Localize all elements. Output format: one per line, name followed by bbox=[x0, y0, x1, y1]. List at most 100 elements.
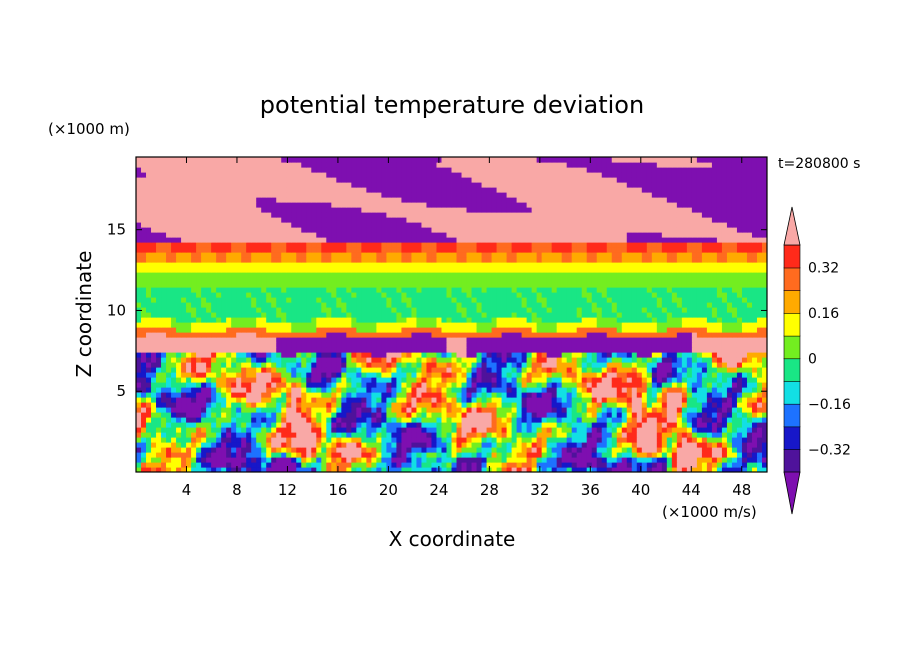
field-cell bbox=[551, 292, 558, 298]
field-cell bbox=[626, 437, 633, 443]
field-cell bbox=[406, 387, 413, 393]
field-cell bbox=[626, 452, 633, 458]
field-cell bbox=[606, 337, 613, 343]
field-cell bbox=[251, 322, 257, 328]
field-cell bbox=[726, 367, 733, 373]
field-cell bbox=[461, 432, 468, 438]
field-cell bbox=[141, 452, 147, 458]
field-cell bbox=[381, 452, 387, 458]
field-cell bbox=[561, 397, 568, 403]
field-cell bbox=[266, 412, 272, 418]
field-cell bbox=[596, 302, 603, 308]
field-cell bbox=[491, 332, 498, 338]
field-cell bbox=[431, 417, 438, 423]
field-cell bbox=[326, 342, 332, 348]
field-cell bbox=[191, 272, 197, 278]
field-cell bbox=[276, 312, 282, 318]
field-cell bbox=[531, 302, 538, 308]
field-cell bbox=[391, 312, 398, 318]
field-cell bbox=[421, 342, 428, 348]
field-cell bbox=[161, 312, 167, 318]
field-cell bbox=[421, 407, 428, 413]
field-cell bbox=[161, 307, 167, 313]
field-cell bbox=[601, 392, 608, 398]
field-cell bbox=[716, 322, 723, 328]
field-cell bbox=[311, 332, 317, 338]
field-cell bbox=[621, 327, 628, 333]
field-cell bbox=[411, 332, 418, 338]
field-cell bbox=[416, 297, 423, 303]
field-cell bbox=[251, 332, 257, 338]
field-cell bbox=[571, 277, 578, 283]
field-cell bbox=[141, 332, 147, 338]
field-cell bbox=[491, 397, 498, 403]
field-cell bbox=[226, 382, 232, 388]
field-cell bbox=[341, 452, 347, 458]
field-cell bbox=[536, 397, 543, 403]
field-cell bbox=[711, 292, 718, 298]
field-cell bbox=[446, 427, 453, 433]
field-cell bbox=[436, 322, 443, 328]
field-cell bbox=[606, 462, 613, 468]
field-cell bbox=[231, 462, 237, 468]
field-cell bbox=[646, 357, 653, 363]
field-cell bbox=[391, 447, 398, 453]
field-cell bbox=[576, 302, 583, 308]
field-cell bbox=[171, 377, 177, 383]
field-cell bbox=[186, 282, 192, 288]
field-cell bbox=[301, 457, 307, 463]
field-cell bbox=[466, 437, 473, 443]
field-cell bbox=[331, 307, 337, 313]
field-cell bbox=[141, 352, 147, 358]
field-cell bbox=[706, 327, 713, 333]
field-cell bbox=[466, 457, 473, 463]
field-cell bbox=[326, 447, 332, 453]
field-cell bbox=[641, 307, 648, 313]
field-cell bbox=[451, 462, 458, 468]
field-cell bbox=[351, 337, 357, 343]
field-cell bbox=[481, 402, 488, 408]
field-cell bbox=[231, 377, 237, 383]
field-cell bbox=[756, 457, 763, 463]
field-cell bbox=[241, 437, 247, 443]
field-cell bbox=[731, 432, 738, 438]
field-cell bbox=[461, 317, 468, 323]
field-cell bbox=[331, 292, 337, 298]
field-cell bbox=[376, 462, 382, 468]
field-cell bbox=[671, 367, 678, 373]
field-cell bbox=[246, 347, 252, 353]
field-cell bbox=[621, 357, 628, 363]
field-cell bbox=[721, 372, 728, 378]
field-cell bbox=[446, 467, 453, 472]
field-cell bbox=[266, 387, 272, 393]
field-cell bbox=[336, 277, 342, 283]
field-cell bbox=[356, 457, 362, 463]
field-cell bbox=[271, 307, 277, 313]
field-cell bbox=[336, 442, 342, 448]
field-cell bbox=[601, 287, 608, 293]
field-cell bbox=[171, 452, 177, 458]
field-cell bbox=[701, 352, 708, 358]
field-cell bbox=[591, 462, 598, 468]
field-cell bbox=[166, 382, 172, 388]
field-cell bbox=[156, 332, 162, 338]
field-cell bbox=[196, 372, 202, 378]
field-cell bbox=[731, 467, 738, 472]
field-cell bbox=[411, 312, 418, 318]
field-cell bbox=[301, 407, 307, 413]
field-cell bbox=[296, 437, 302, 443]
field-cell bbox=[186, 352, 192, 358]
field-cell bbox=[676, 277, 683, 283]
field-cell bbox=[671, 427, 678, 433]
field-cell bbox=[141, 327, 147, 333]
field-cell bbox=[641, 352, 648, 358]
field-cell bbox=[576, 442, 583, 448]
field-cell bbox=[756, 452, 763, 458]
field-cell bbox=[636, 467, 643, 472]
field-cell bbox=[556, 337, 563, 343]
field-cell bbox=[471, 447, 478, 453]
field-cell bbox=[336, 357, 342, 363]
field-cell bbox=[731, 377, 738, 383]
field-cell bbox=[586, 427, 593, 433]
field-cell bbox=[281, 277, 287, 283]
